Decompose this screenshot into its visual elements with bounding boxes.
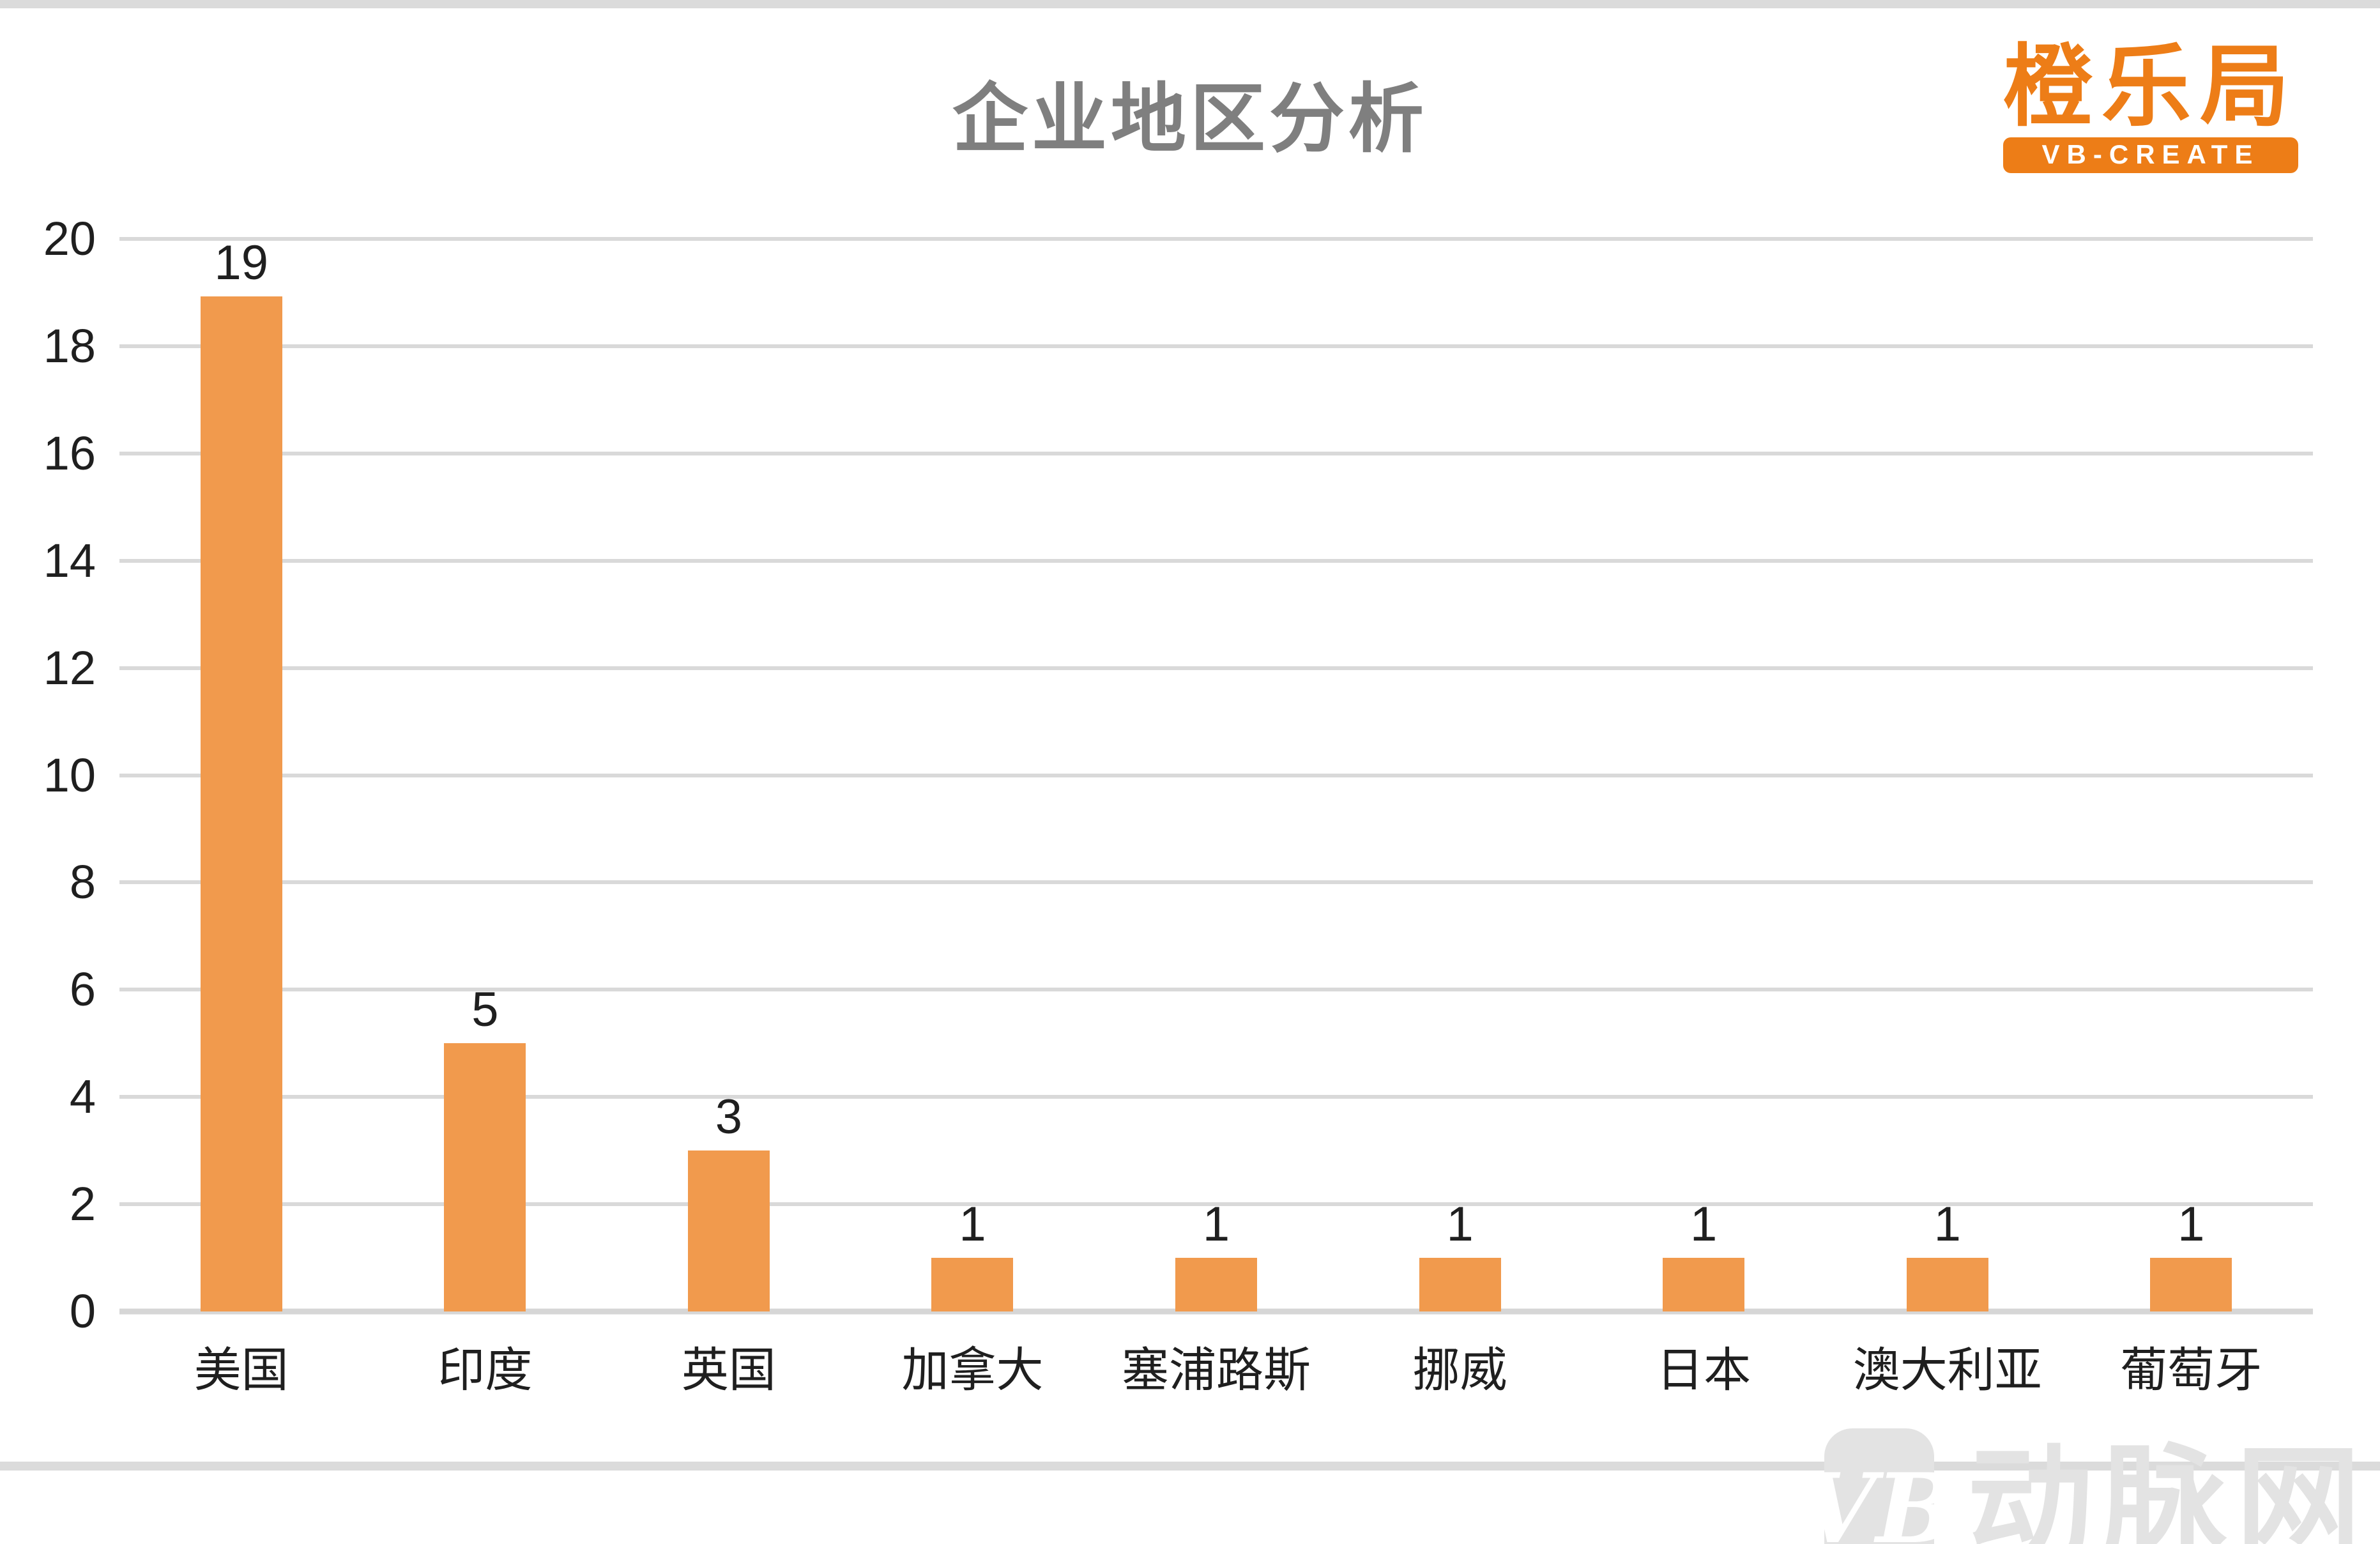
bottom-divider-strip [0, 1462, 2380, 1471]
bar [1419, 1258, 1501, 1311]
x-axis-category-label: 美国 [194, 1343, 289, 1397]
bar-series: 19 5 3 1 1 1 1 1 1 [119, 239, 2313, 1311]
x-axis-category-label: 葡萄牙 [2120, 1343, 2262, 1397]
y-axis-tick-label: 6 [69, 963, 96, 1016]
bar [1906, 1258, 1988, 1311]
bar-value-label: 19 [214, 236, 269, 290]
bar-value-label: 3 [715, 1090, 743, 1145]
bar-group-2: 5 [363, 239, 607, 1311]
gridline-y-0 [119, 1308, 2313, 1315]
x-axis-category-label: 挪威 [1412, 1343, 1507, 1397]
y-axis-tick-label: 12 [43, 641, 96, 694]
bar-value-label: 5 [471, 982, 499, 1037]
gridline-y-16 [119, 451, 2313, 455]
brand-logo: 橙乐局 VB-CREATE [2002, 36, 2298, 173]
gridline-y-12 [119, 666, 2313, 670]
bar-group-4: 1 [851, 239, 1095, 1311]
gridline-y-18 [119, 344, 2313, 348]
bar-group-9: 1 [2070, 239, 2314, 1311]
bar-value-label: 1 [959, 1197, 986, 1252]
y-axis-tick-label: 8 [69, 855, 96, 909]
bar [687, 1150, 770, 1311]
bar-value-label: 1 [1934, 1197, 1961, 1252]
x-axis-category-label: 澳大利亚 [1852, 1343, 2042, 1397]
y-axis-tick-label: 16 [43, 426, 96, 480]
gridline-y-14 [119, 558, 2313, 563]
x-axis-category-label: 日本 [1656, 1343, 1751, 1397]
chart-title: 企业地区分析 [952, 77, 1428, 162]
vb-monogram-badge: VB [1801, 1428, 1957, 1544]
y-axis-tick-label: 10 [43, 748, 96, 802]
watermark: VB 动脉网 [1801, 1428, 2370, 1544]
y-axis-tick-label: 2 [69, 1177, 96, 1231]
bar [444, 1043, 526, 1311]
y-axis-tick-label: 20 [43, 212, 96, 265]
plot-area: 19 5 3 1 1 1 1 1 1 [119, 237, 2313, 1315]
bar [200, 296, 282, 1311]
gridline-y-6 [119, 988, 2313, 992]
bar [2150, 1258, 2232, 1311]
y-axis-tick-label: 0 [69, 1285, 96, 1338]
y-axis-tick-label: 18 [43, 319, 96, 372]
brand-logo-text: 橙乐局 [2002, 36, 2298, 137]
bar-group-1: 19 [119, 239, 363, 1311]
brand-logo-badge: VB-CREATE [2002, 137, 2298, 173]
bar-group-3: 3 [607, 239, 851, 1311]
y-axis-tick-label: 4 [69, 1070, 96, 1124]
gridline-y-2 [119, 1202, 2313, 1207]
bar-group-7: 1 [1582, 239, 1826, 1311]
x-axis-category-label: 加拿大 [901, 1343, 1044, 1397]
vb-monogram: VB [1801, 1453, 1957, 1544]
watermark-text: 动脉网 [1967, 1435, 2370, 1544]
x-axis-category-label: 塞浦路斯 [1122, 1343, 1311, 1397]
bar-value-label: 1 [1690, 1197, 1718, 1252]
bar [1663, 1258, 1745, 1311]
gridline-y-4 [119, 1095, 2313, 1099]
gridline-y-8 [119, 880, 2313, 885]
bar-value-label: 1 [2178, 1197, 2205, 1252]
x-axis-category-label: 英国 [681, 1343, 776, 1397]
y-axis-tick-label: 14 [43, 533, 96, 587]
gridline-y-10 [119, 773, 2313, 777]
x-axis-category-label: 印度 [438, 1343, 533, 1397]
bar [1175, 1258, 1258, 1311]
bar-value-label: 1 [1202, 1197, 1230, 1252]
y-axis: 0 2 4 6 8 10 12 14 16 18 20 [0, 215, 96, 1335]
gridline-y-20 [119, 237, 2313, 241]
bar-group-8: 1 [1826, 239, 2070, 1311]
top-divider-strip [0, 0, 2380, 8]
x-axis: 美国 印度 英国 加拿大 塞浦路斯 挪威 日本 澳大利亚 葡萄牙 [119, 1332, 2313, 1409]
bar [931, 1258, 1014, 1311]
bar-group-6: 1 [1338, 239, 1582, 1311]
bar-group-5: 1 [1094, 239, 1338, 1311]
bar-value-label: 1 [1446, 1197, 1474, 1252]
